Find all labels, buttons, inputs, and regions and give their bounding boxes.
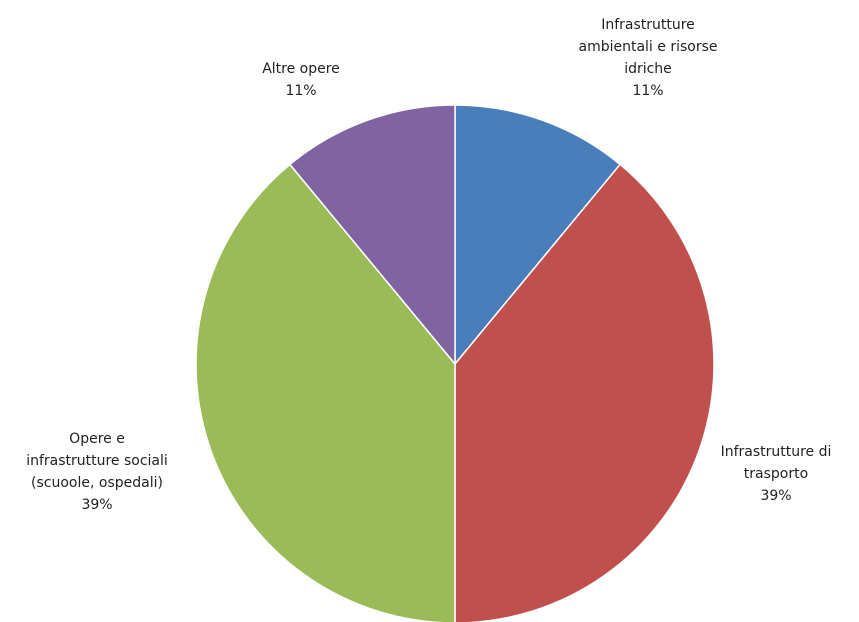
slice-value-label: 39% (760, 488, 791, 504)
pie-slices (195, 104, 715, 622)
slice-name-line: ambientali e risorse (578, 39, 717, 55)
slice-label-2: Opere e infrastrutture sociali (scuoole, o… (26, 431, 168, 513)
slice-name-line: infrastrutture sociali (26, 453, 168, 469)
slice-label-0: Infrastrutture ambientali e risorse idrich… (578, 17, 717, 99)
slice-name-line: Opere e (69, 431, 125, 447)
slice-value-label: 11% (632, 83, 663, 99)
pie-slice-3 (288, 104, 456, 367)
slice-name-line: idriche (624, 61, 672, 77)
pie-slice-1 (454, 163, 715, 622)
slice-label-1: Infrastrutture di trasporto 39% (721, 444, 832, 504)
pie-slice-2 (195, 163, 456, 622)
pie-slice-0 (454, 104, 622, 367)
slice-name-line: Infrastrutture di (721, 444, 832, 460)
slice-value-label: 11% (285, 83, 316, 99)
slice-name-line: (scuoole, ospedali) (31, 475, 163, 491)
slice-label-3: Altre opere 11% (262, 61, 340, 99)
slice-name-line: trasporto (744, 466, 808, 482)
slice-value-label: 39% (81, 497, 112, 513)
slice-name-line: Altre opere (262, 61, 340, 77)
slice-labels: Infrastrutture ambientali e risorse idrich… (26, 17, 831, 513)
slice-name-line: Infrastrutture (601, 17, 695, 33)
